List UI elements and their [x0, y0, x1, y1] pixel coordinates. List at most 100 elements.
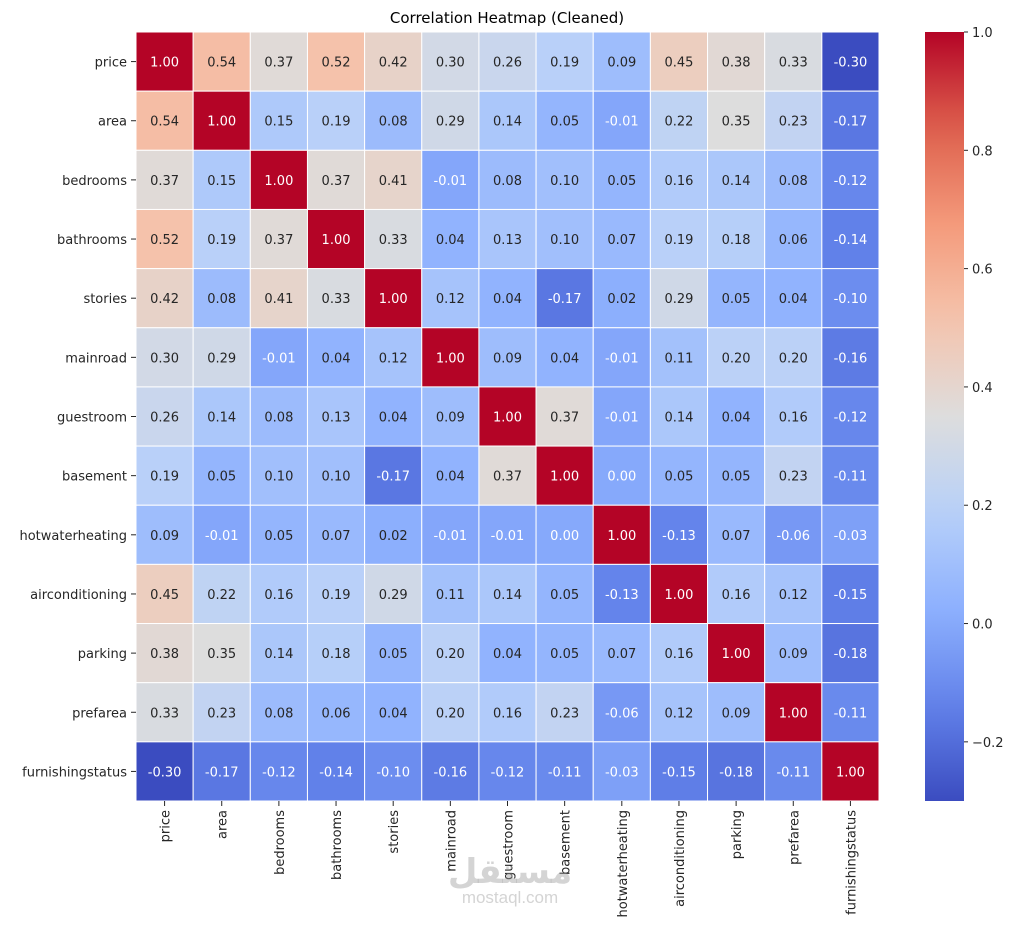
cell-value-label: -0.14 — [834, 233, 868, 248]
heatmap-cell — [764, 504, 823, 565]
cell-value-label: 0.13 — [493, 233, 522, 248]
colorbar-tick-label: 0.4 — [972, 381, 993, 396]
heatmap-cell — [421, 563, 480, 625]
heatmap-cell — [821, 386, 880, 447]
cell-value-label: 0.09 — [722, 706, 751, 721]
cell-value-label: 0.22 — [207, 588, 236, 603]
heatmap-cell — [135, 563, 194, 625]
cell-value-label: 0.12 — [436, 292, 465, 307]
heatmap-cell — [592, 208, 651, 270]
cell-value-label: 1.00 — [493, 411, 522, 426]
heatmap-cell — [306, 563, 366, 625]
cell-value-label: 0.04 — [779, 292, 808, 307]
cell-value-label: 0.06 — [779, 233, 808, 248]
cell-value-label: 0.16 — [264, 588, 293, 603]
cell-value-label: 0.02 — [607, 292, 636, 307]
heatmap-cells: 1.00 0.54 0.37 0.52 0.42 0.30 0.26 0.19 0.09 0.45… — [135, 31, 880, 802]
cell-value-label: 0.11 — [664, 351, 693, 366]
heatmap-cell — [135, 149, 194, 210]
cell-value-label: 0.09 — [779, 647, 808, 662]
x-tick-label: guestroom — [502, 810, 517, 880]
cell-value-label: 0.04 — [550, 351, 579, 366]
cell-value-label: 0.19 — [207, 233, 236, 248]
cell-value-label: -0.01 — [605, 115, 639, 130]
heatmap-cell — [478, 208, 537, 270]
cell-value-label: 0.41 — [379, 174, 408, 189]
heatmap-cell — [364, 682, 423, 743]
y-tick-label: bedrooms — [62, 174, 127, 189]
heatmap-cell — [306, 741, 366, 802]
cell-value-label: -0.30 — [834, 56, 868, 71]
heatmap-cell — [249, 386, 308, 447]
heatmap-cell — [249, 682, 308, 743]
heatmap-cell — [592, 90, 651, 151]
cell-value-label: 0.42 — [379, 56, 408, 71]
heatmap-cell — [764, 623, 823, 684]
cell-value-label: 0.37 — [550, 411, 579, 426]
cell-value-label: 0.29 — [664, 292, 693, 307]
cell-value-label: 0.05 — [722, 292, 751, 307]
cell-value-label: 0.23 — [779, 470, 808, 485]
heatmap-cell — [649, 563, 709, 625]
heatmap-cell — [592, 563, 651, 625]
cell-value-label: -0.01 — [434, 529, 468, 544]
cell-value-label: 0.12 — [779, 588, 808, 603]
cell-value-label: 0.19 — [322, 115, 351, 130]
heatmap-cell — [707, 563, 766, 625]
heatmap-cell — [764, 31, 823, 92]
heatmap-cell — [649, 386, 709, 447]
heatmap-cell — [707, 386, 766, 447]
cell-value-label: 0.08 — [379, 115, 408, 130]
cell-value-label: 0.12 — [664, 706, 693, 721]
cell-value-label: 0.26 — [150, 411, 179, 426]
heatmap-cell — [649, 208, 709, 270]
heatmap-cell — [535, 327, 594, 388]
heatmap-cell — [707, 208, 766, 270]
heatmap-cell — [364, 327, 423, 388]
heatmap-cell — [364, 445, 423, 506]
cell-value-label: 0.05 — [550, 647, 579, 662]
cell-value-label: 0.05 — [264, 529, 293, 544]
heatmap-cell — [707, 445, 766, 506]
cell-value-label: 0.26 — [493, 56, 522, 71]
colorbar-tick-label: 1.0 — [972, 26, 993, 41]
cell-value-label: 0.05 — [722, 470, 751, 485]
heatmap-cell — [306, 445, 366, 506]
y-tick-label: stories — [83, 292, 127, 307]
cell-value-label: 0.30 — [436, 56, 465, 71]
heatmap-cell — [192, 268, 251, 329]
cell-value-label: 0.10 — [550, 174, 579, 189]
cell-value-label: 0.38 — [722, 56, 751, 71]
colorbar-tick-label: 0.6 — [972, 263, 993, 278]
x-tick-label: bathrooms — [330, 810, 345, 880]
x-tick-label: price — [159, 810, 174, 842]
cell-value-label: 1.00 — [322, 233, 351, 248]
x-tick-label: area — [216, 810, 231, 839]
cell-value-label: 1.00 — [550, 470, 579, 485]
heatmap-cell — [707, 327, 766, 388]
heatmap-cell — [649, 90, 709, 151]
heatmap-cell — [306, 327, 366, 388]
cell-value-label: 0.10 — [322, 470, 351, 485]
colorbar-gradient — [925, 32, 964, 801]
cell-value-label: 0.37 — [322, 174, 351, 189]
x-tick-label: airconditioning — [673, 810, 688, 907]
cell-value-label: -0.10 — [376, 765, 410, 780]
heatmap-cell — [592, 386, 651, 447]
cell-value-label: 0.14 — [264, 647, 293, 662]
cell-value-label: 0.10 — [550, 233, 579, 248]
cell-value-label: -0.17 — [834, 115, 868, 130]
heatmap-cell — [535, 31, 594, 92]
cell-value-label: 0.12 — [379, 351, 408, 366]
cell-value-label: 0.18 — [722, 233, 751, 248]
heatmap-cell — [764, 741, 823, 802]
heatmap-cell — [135, 90, 194, 151]
cell-value-label: 0.11 — [436, 588, 465, 603]
cell-value-label: 0.04 — [379, 411, 408, 426]
y-tick-label: parking — [78, 647, 127, 662]
cell-value-label: -0.01 — [262, 351, 296, 366]
cell-value-label: 0.07 — [607, 233, 636, 248]
heatmap-cell — [478, 268, 537, 329]
cell-value-label: 0.23 — [779, 115, 808, 130]
heatmap-cell — [535, 445, 594, 506]
